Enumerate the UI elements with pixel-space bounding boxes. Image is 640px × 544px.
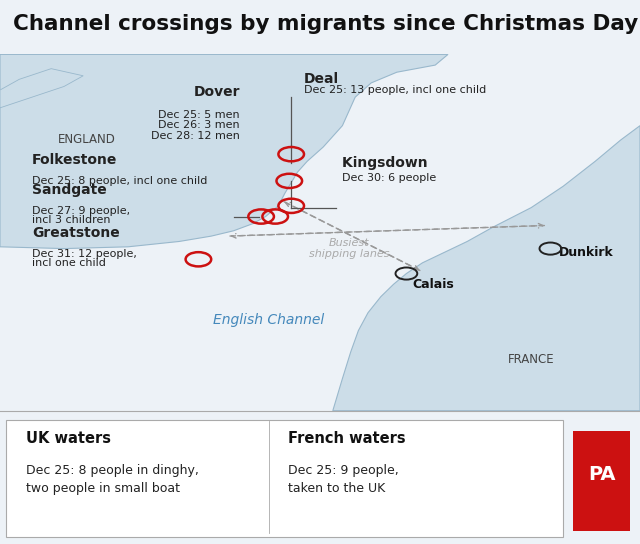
Text: Folkestone: Folkestone xyxy=(32,153,117,166)
Text: Dec 25: 8 people in dinghy,
two people in small boat: Dec 25: 8 people in dinghy, two people i… xyxy=(26,464,198,495)
Text: ENGLAND: ENGLAND xyxy=(58,133,115,146)
Text: Dec 30: 6 people: Dec 30: 6 people xyxy=(342,174,436,183)
Text: English Channel: English Channel xyxy=(213,313,324,327)
FancyBboxPatch shape xyxy=(6,420,563,537)
Text: Channel crossings by migrants since Christmas Day: Channel crossings by migrants since Chri… xyxy=(13,15,638,34)
Text: Dec 26: 3 men: Dec 26: 3 men xyxy=(158,120,240,131)
Text: PA: PA xyxy=(588,465,615,484)
Text: French waters: French waters xyxy=(288,431,406,446)
Text: Sandgate: Sandgate xyxy=(32,183,107,197)
Text: UK waters: UK waters xyxy=(26,431,111,446)
Text: Deal: Deal xyxy=(304,72,339,86)
Text: Dec 28: 12 men: Dec 28: 12 men xyxy=(151,131,240,141)
Text: Greatstone: Greatstone xyxy=(32,226,120,240)
Text: Dec 25: 8 people, incl one child: Dec 25: 8 people, incl one child xyxy=(32,176,207,186)
Text: Calais: Calais xyxy=(413,278,454,291)
Polygon shape xyxy=(333,126,640,411)
Polygon shape xyxy=(0,54,448,249)
Text: FRANCE: FRANCE xyxy=(508,353,554,366)
Text: Dover: Dover xyxy=(193,85,240,99)
Text: Busiest
shipping lanes: Busiest shipping lanes xyxy=(308,238,389,259)
Text: incl one child: incl one child xyxy=(32,258,106,268)
Text: Dec 25: 5 men: Dec 25: 5 men xyxy=(158,110,240,120)
FancyBboxPatch shape xyxy=(573,431,630,531)
Text: incl 3 children: incl 3 children xyxy=(32,215,111,225)
Text: Dunkirk: Dunkirk xyxy=(559,246,614,259)
Text: Kingsdown: Kingsdown xyxy=(342,156,433,170)
Polygon shape xyxy=(0,69,83,108)
Text: Dec 25: 9 people,
taken to the UK: Dec 25: 9 people, taken to the UK xyxy=(288,464,399,495)
Text: Dec 25: 13 people, incl one child: Dec 25: 13 people, incl one child xyxy=(304,85,486,95)
Text: Dec 31: 12 people,: Dec 31: 12 people, xyxy=(32,249,137,258)
Text: Dec 27: 9 people,: Dec 27: 9 people, xyxy=(32,206,130,216)
